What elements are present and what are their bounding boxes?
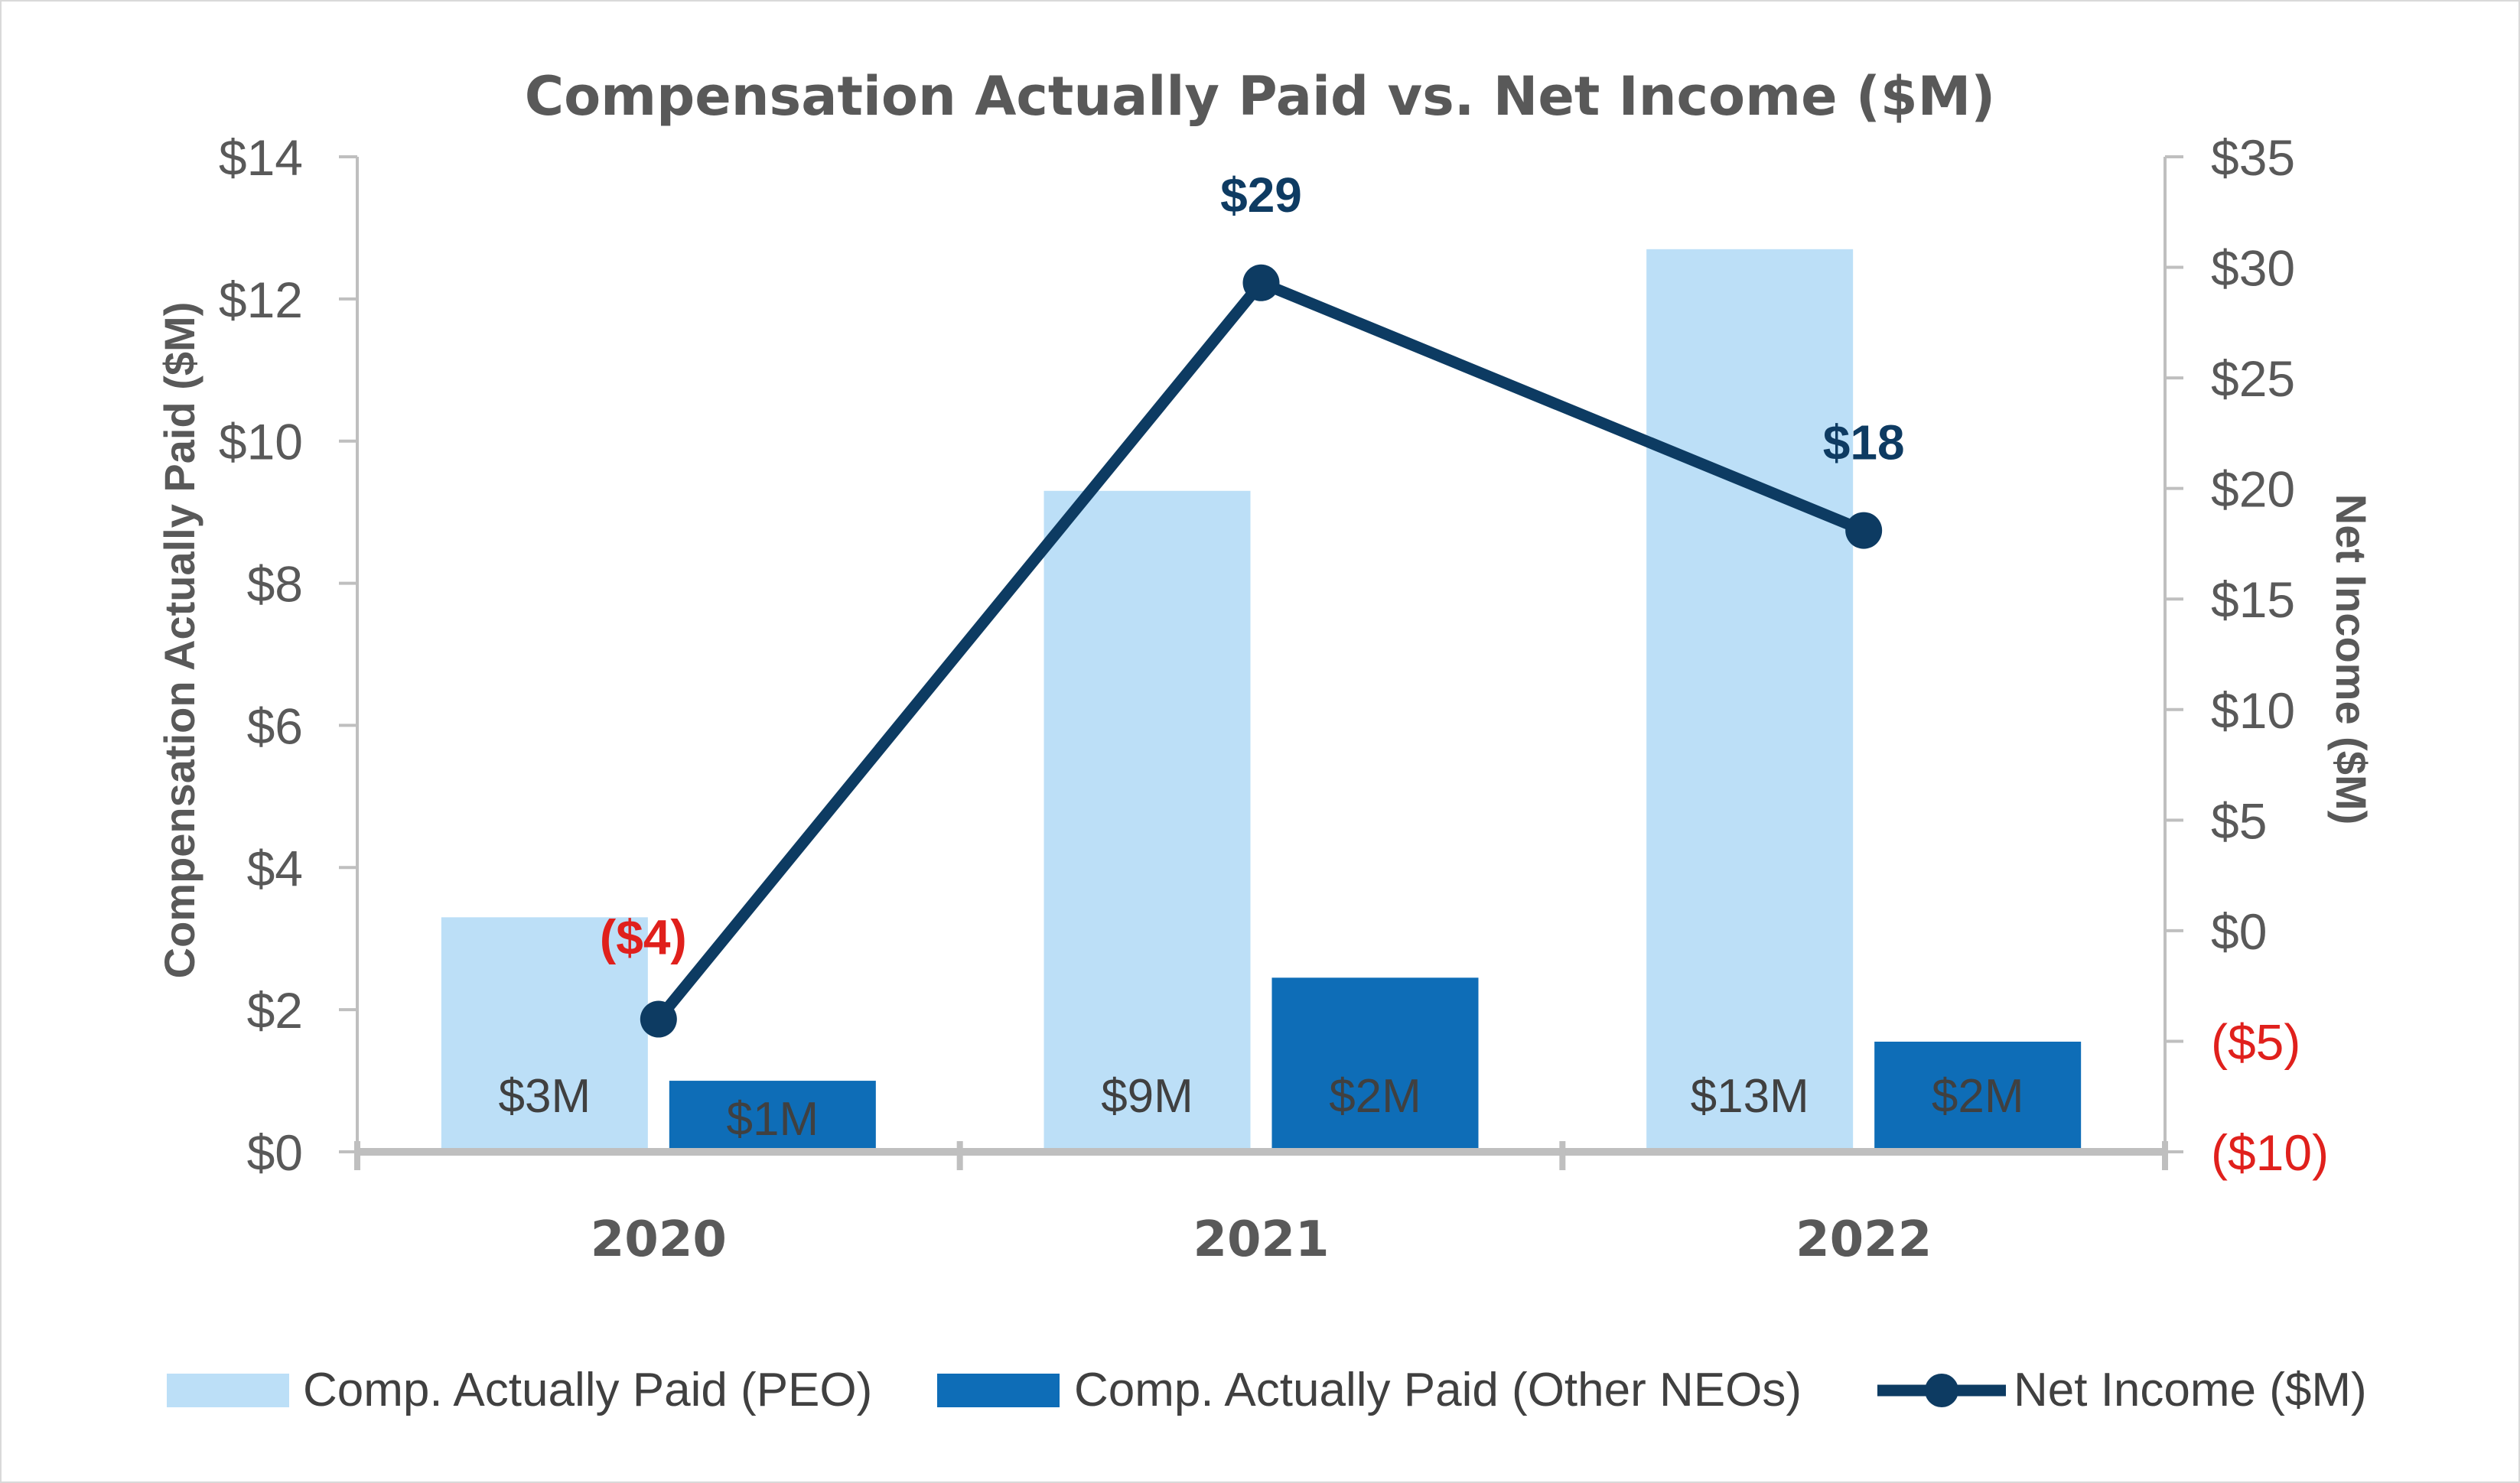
y-tick-label: $8 [247, 556, 303, 613]
y-tick-label: $4 [247, 840, 303, 896]
net-income-label-2020: ($4) [600, 910, 687, 965]
bar-other-neos-2021 [1271, 977, 1479, 1152]
legend-label-peo: Comp. Actually Paid (PEO) [303, 1364, 872, 1416]
y-axis-title: Compensation Actually Paid ($M) [155, 302, 203, 979]
y-tick-label: $14 [219, 129, 303, 186]
net-income-point-2021 [1242, 264, 1280, 301]
y2-tick-label: $30 [2211, 240, 2295, 297]
bar-label-peo-2022: $13M [1691, 1070, 1809, 1123]
net-income-label-2021: $29 [1220, 167, 1302, 223]
bar-label-other-neos-2021: $2M [1329, 1070, 1421, 1123]
bar-label-peo-2021: $9M [1101, 1070, 1193, 1123]
bar-peo-2020 [441, 917, 648, 1152]
y2-tick-label: $25 [2211, 350, 2295, 407]
bar-label-peo-2020: $3M [499, 1070, 591, 1123]
x-tick-label-2022: 2022 [1796, 1211, 1932, 1268]
x-tick-label-2021: 2021 [1193, 1211, 1329, 1268]
y-tick-label: $12 [219, 272, 303, 328]
y2-tick-label: $35 [2211, 129, 2295, 186]
legend: Comp. Actually Paid (PEO) Comp. Actually… [167, 1364, 2367, 1416]
y2-tick-label: $15 [2211, 571, 2295, 628]
bar-other-neos-2020 [669, 1081, 876, 1152]
legend-swatch-other-neos [937, 1374, 1060, 1407]
bar-other-neos-2022 [1874, 1041, 2082, 1152]
y2-tick-label: $20 [2211, 461, 2295, 518]
y2-axis-title: Net Income ($M) [2327, 494, 2375, 825]
y-tick-label: $10 [219, 414, 303, 470]
bar-peo-2022 [1646, 249, 1854, 1152]
bar-label-other-neos-2022: $2M [1932, 1070, 2024, 1123]
chart-title: Compensation Actually Paid vs. Net Incom… [525, 65, 1996, 128]
net-income-label-2022: $18 [1823, 415, 1905, 470]
net-income-point-2022 [1845, 512, 1883, 549]
x-tick-label-2020: 2020 [591, 1211, 727, 1268]
net-income-point-2020 [640, 1000, 677, 1038]
y2-tick-label: $0 [2211, 903, 2267, 960]
y2-tick-label: ($5) [2211, 1013, 2300, 1070]
y-tick-label: $6 [247, 698, 303, 754]
legend-label-net-income: Net Income ($M) [2014, 1364, 2367, 1416]
bar-label-other-neos-2020: $1M [727, 1093, 819, 1146]
y-tick-label: $2 [247, 982, 303, 1039]
legend-marker-net-income [1925, 1374, 1958, 1407]
y2-tick-label: $5 [2211, 792, 2267, 849]
y2-tick-label: ($10) [2211, 1124, 2329, 1181]
legend-label-other-neos: Comp. Actually Paid (Other NEOs) [1074, 1364, 1802, 1416]
y2-tick-label: $10 [2211, 682, 2295, 739]
legend-swatch-peo [167, 1374, 289, 1407]
bar-peo-2021 [1043, 490, 1251, 1152]
y-tick-label: $0 [247, 1124, 303, 1181]
